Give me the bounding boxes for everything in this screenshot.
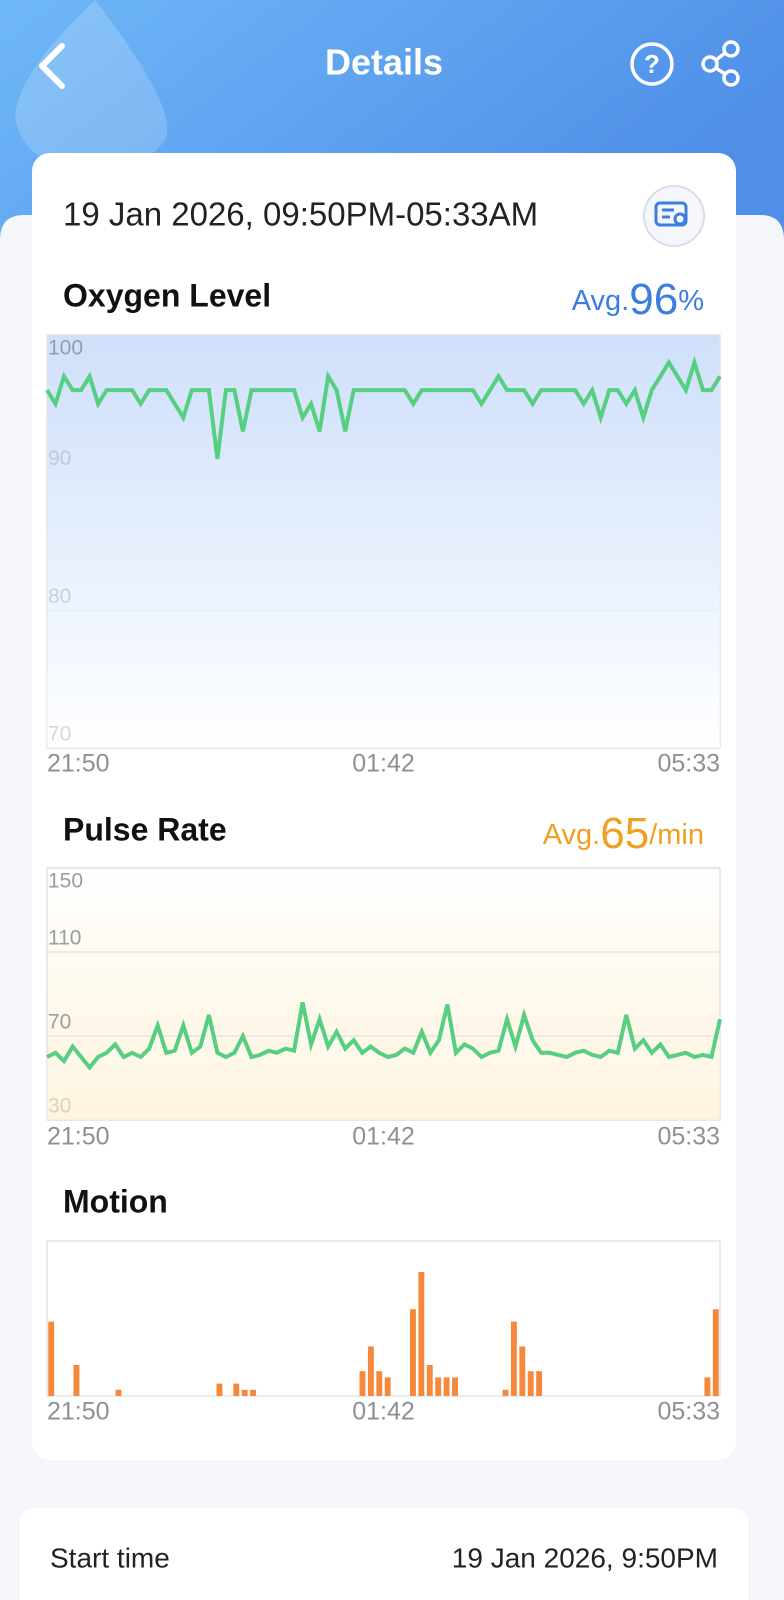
- bar: [519, 1346, 526, 1396]
- bar: [233, 1383, 240, 1396]
- bar: [452, 1377, 458, 1396]
- x-tick-label: 05:33: [657, 1123, 720, 1151]
- x-tick-label: 05:33: [657, 750, 720, 778]
- chart-title: Oxygen Level: [63, 277, 271, 313]
- summary-label: Start time: [50, 1542, 170, 1573]
- share-button[interactable]: [701, 40, 740, 87]
- bar: [418, 1272, 425, 1396]
- plot-frame: [46, 1240, 721, 1397]
- avg-value: 65: [600, 809, 649, 858]
- bar: [250, 1389, 257, 1396]
- bar: [376, 1371, 383, 1396]
- bar: [527, 1371, 534, 1396]
- bar: [502, 1389, 509, 1396]
- help-button[interactable]: ?: [630, 42, 674, 86]
- bar: [426, 1365, 433, 1396]
- bar: [435, 1377, 442, 1396]
- y-tick-label: 150: [48, 870, 83, 893]
- date-range: 19 Jan 2026, 09:50PM-05:33AM: [63, 196, 538, 233]
- bar: [241, 1389, 248, 1396]
- bar: [73, 1365, 80, 1396]
- avg-prefix: Avg.: [543, 819, 601, 851]
- bar: [443, 1377, 450, 1396]
- y-tick-label: 70: [48, 1011, 71, 1034]
- drop-decoration: [15, 0, 168, 171]
- back-button[interactable]: [39, 43, 65, 89]
- bar: [216, 1383, 223, 1396]
- y-tick-label: 100: [48, 337, 83, 360]
- line-area: [47, 362, 720, 748]
- line: [45, 355, 722, 460]
- bar: [359, 1371, 366, 1396]
- summary-value: 19 Jan 2026, 9:50PM: [452, 1542, 718, 1573]
- bar: [536, 1371, 543, 1396]
- average: Avg.96%: [572, 275, 704, 324]
- y-tick-label: 110: [48, 927, 81, 950]
- chart-title: Motion: [63, 1183, 168, 1219]
- line-area: [47, 1002, 720, 1120]
- avg-unit: /min: [649, 819, 704, 851]
- bar: [409, 1309, 416, 1396]
- bar: [384, 1377, 391, 1396]
- x-tick-label: 01:42: [352, 750, 415, 778]
- x-tick-label: 21:50: [47, 1398, 110, 1426]
- avg-unit: %: [678, 285, 704, 317]
- bar: [712, 1309, 719, 1396]
- bar: [115, 1389, 122, 1396]
- avg-value: 96: [629, 275, 678, 324]
- average: Avg.65/min: [543, 809, 704, 858]
- summary-card: [20, 1508, 748, 1600]
- report-button[interactable]: [643, 185, 705, 247]
- x-tick-label: 05:33: [657, 1398, 720, 1426]
- x-tick-label: 01:42: [352, 1398, 415, 1426]
- avg-prefix: Avg.: [572, 285, 630, 317]
- x-tick-label: 01:42: [352, 1123, 415, 1151]
- x-tick-label: 21:50: [47, 1123, 110, 1151]
- bar: [704, 1377, 711, 1396]
- bar: [510, 1321, 517, 1396]
- bar: [48, 1321, 55, 1396]
- bar: [367, 1346, 374, 1396]
- svg-text:?: ?: [644, 49, 660, 79]
- chart-title: Pulse Rate: [63, 811, 227, 847]
- x-tick-label: 21:50: [47, 750, 110, 778]
- line: [46, 1002, 722, 1071]
- header-title: Details: [325, 42, 443, 83]
